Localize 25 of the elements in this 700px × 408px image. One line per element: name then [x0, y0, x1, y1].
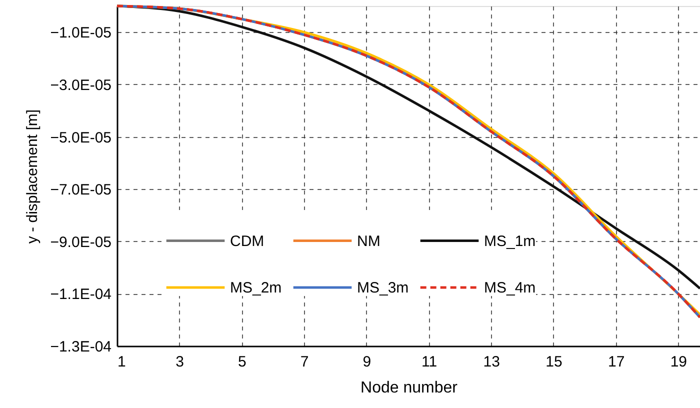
x-tick-label: 17 — [608, 354, 625, 370]
x-tick-label: 5 — [238, 354, 246, 370]
y-tick-label: −3.0E-05 — [50, 76, 112, 94]
x-tick-label: 3 — [176, 354, 184, 370]
legend-label: MS_4m — [484, 280, 536, 296]
y-tick-label: −5.0E-05 — [50, 129, 112, 146]
x-tick-label: 9 — [362, 354, 372, 370]
y-tick-label: −9.0E-05 — [50, 234, 112, 251]
x-axis-title: Node number — [360, 380, 458, 396]
legend-label: NM — [357, 232, 380, 250]
legend-label: MS_3m — [357, 280, 409, 296]
x-tick-label: 11 — [421, 354, 438, 370]
legend-label: CDM — [230, 232, 264, 250]
legend-label: MS_2m — [230, 280, 282, 296]
y-tick-label: −1.0E-05 — [50, 24, 112, 42]
y-tick-label: −1.1E-04 — [50, 286, 112, 304]
y-tick-label: −7.0E-05 — [50, 182, 112, 199]
x-tick-label: 19 — [670, 354, 688, 370]
legend-label: MS_1m — [484, 232, 536, 250]
x-tick-label: 15 — [546, 354, 562, 370]
x-tick-label: 7 — [300, 354, 309, 370]
x-tick-label: 13 — [483, 354, 500, 370]
y-tick-label: −1.3E-04 — [50, 338, 112, 356]
x-tick-label: 1 — [118, 354, 126, 370]
y-axis-title: y - displacement [m] — [24, 109, 42, 244]
